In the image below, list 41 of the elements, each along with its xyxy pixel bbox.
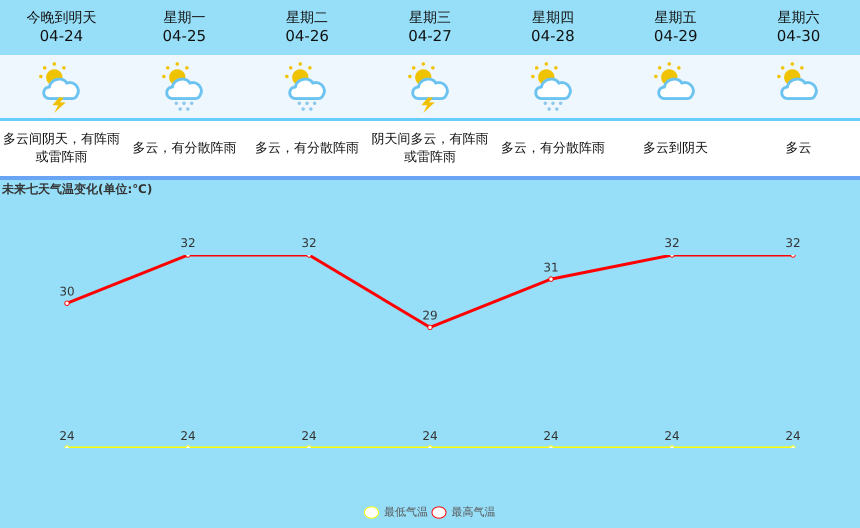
chart-title: 未来七天气温变化(单位:℃) [2, 182, 152, 196]
data-label: 29 [422, 308, 438, 322]
point [64, 300, 70, 306]
data-label: 32 [301, 236, 317, 250]
text: 04-30 [776, 27, 822, 45]
text: 星期六 [776, 9, 821, 27]
legend-label: 最高气温 [452, 505, 496, 518]
data-label: 24 [301, 429, 317, 444]
text: 多云 [786, 140, 812, 158]
text: 多云，有分散阵雨 [500, 140, 605, 158]
text: 04-29 [652, 27, 698, 45]
data-label: 30 [59, 284, 75, 298]
text: 04-27 [407, 27, 453, 45]
text: 阴天间多云，有阵雨或雷阵雨 [370, 130, 490, 166]
data-label: 24 [664, 429, 680, 444]
data-label: 32 [785, 236, 801, 250]
text: 星期二 [285, 9, 330, 27]
text: 星期五 [654, 9, 698, 27]
data-label: 32 [664, 236, 680, 250]
text: 今晚到明天 [25, 9, 98, 27]
data-label: 24 [180, 429, 196, 444]
text: 星期一 [162, 9, 206, 27]
text: 04-25 [161, 27, 208, 45]
legend-label: 最低气温 [384, 505, 428, 518]
text: 多云，有分散阵雨 [255, 140, 360, 158]
data-label: 24 [59, 429, 75, 444]
point [427, 324, 433, 330]
text: 多云，有分散阵雨 [132, 140, 236, 158]
data-label: 24 [785, 429, 801, 444]
text: 04-26 [284, 27, 330, 45]
text: 多云到阴天 [643, 140, 708, 158]
data-label: 31 [543, 260, 559, 274]
text: 04-24 [38, 27, 84, 45]
point [548, 276, 554, 282]
data-label: 32 [180, 236, 196, 250]
text: 星期四 [530, 9, 575, 27]
text: 星期三 [408, 9, 452, 27]
text: 多云间阴天，有阵雨或雷阵雨 [2, 130, 121, 166]
text: 04-28 [530, 27, 576, 45]
data-label: 24 [543, 429, 559, 444]
data-label: 24 [422, 429, 438, 444]
